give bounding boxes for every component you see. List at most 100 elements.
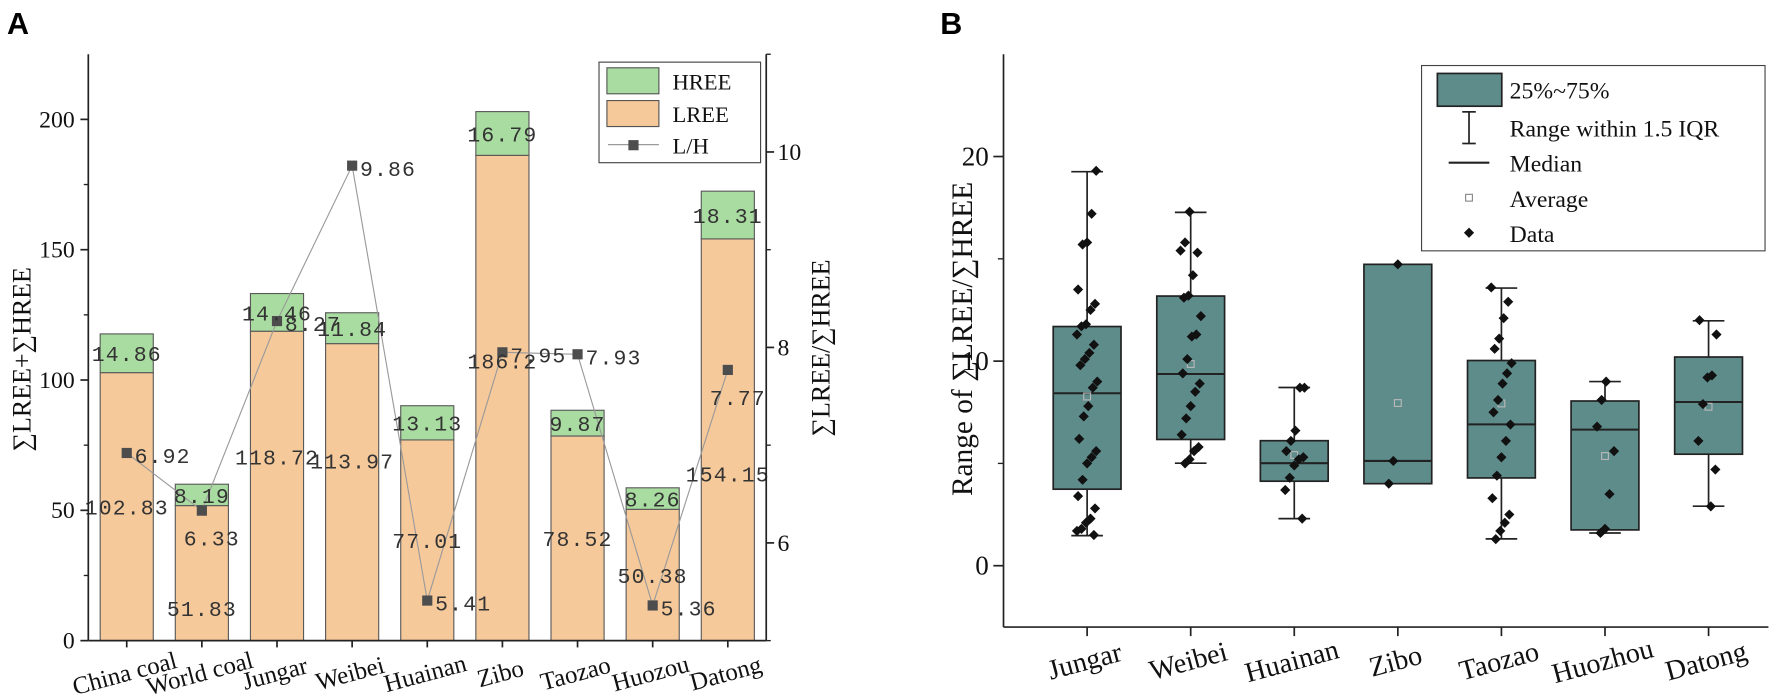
data-point (1591, 421, 1603, 432)
data-point (1083, 401, 1094, 412)
data-point (1188, 446, 1200, 457)
legend-b-iqr-swatch (1436, 72, 1503, 108)
legend-b-median-label: Median (1510, 152, 1583, 178)
lh-marker-weibei (347, 160, 358, 171)
label-hree-jungar: 14.46 (242, 303, 312, 327)
label-lh-zibo: 7.95 (510, 345, 566, 369)
lh-marker-taozao (572, 349, 583, 360)
data-point (1490, 534, 1501, 545)
bar-lree-world-coal (174, 504, 229, 642)
bar-hree-huozou (625, 487, 680, 510)
label-hree-datong: 18.31 (693, 206, 763, 230)
label-lree-weibei: 113.97 (310, 451, 394, 475)
data-point (1293, 454, 1304, 465)
data-point (1599, 523, 1611, 534)
data-point (1190, 386, 1201, 397)
data-point (1499, 517, 1510, 528)
data-point (1082, 458, 1093, 469)
lh-marker-world-coal (196, 505, 207, 516)
mean-marker (1290, 451, 1299, 459)
bar-lree-china-coal (99, 372, 154, 642)
data-point (1087, 382, 1098, 393)
iqr-box (1673, 356, 1744, 456)
data-point (1176, 429, 1187, 440)
legend-b-average-marker (1465, 193, 1473, 202)
bar-lree-taozao (550, 435, 605, 642)
panel-a-data-labels: 14.86 102.83 8.19 51.83 14.46 118.72 11.84 113.… (85, 124, 770, 623)
legend-a-lh-label: L/H (672, 134, 708, 159)
y-tick-label-b: 20 (962, 142, 989, 172)
data-point (1088, 529, 1099, 541)
box-group-zibo (1363, 259, 1433, 489)
bar-hree-datong (700, 190, 755, 240)
label-hree-world-coal: 8.19 (174, 486, 230, 510)
bar-hree-huainan (400, 405, 455, 441)
data-point (1077, 239, 1088, 250)
y-tick-label-a: 200 (39, 107, 75, 133)
box-group-datong (1673, 315, 1744, 512)
bar-lree-jungar (249, 330, 305, 642)
data-point (1702, 372, 1713, 383)
data-point (1177, 368, 1188, 379)
data-point (1604, 489, 1615, 500)
legend-a-lree-swatch (606, 99, 660, 128)
bar-lree-zibo (475, 154, 530, 642)
label-lh-datong: 7.77 (710, 388, 766, 412)
data-point (1486, 282, 1497, 293)
data-point (1503, 296, 1514, 307)
box-group-huainan (1259, 382, 1330, 524)
bar-hree-zibo (475, 111, 530, 156)
legend-a-hree-label: HREE (672, 69, 731, 94)
data-point (1192, 247, 1203, 258)
data-point (1297, 513, 1308, 524)
y-tick-label-b: 0 (975, 551, 989, 581)
panel-label-a: A (7, 7, 29, 41)
bar-lree-weibei (325, 343, 380, 642)
bar-lree-huozou (625, 508, 680, 642)
data-point (1504, 509, 1515, 520)
y2-tick-label-a: 6 (778, 531, 790, 557)
iqr-box (1155, 295, 1226, 441)
label-lh-world-coal: 6.33 (184, 529, 240, 553)
label-hree-taozao: 9.87 (550, 414, 606, 438)
data-point (1497, 378, 1508, 389)
mean-marker (1601, 452, 1609, 460)
data-point (1175, 245, 1186, 256)
y-tick-label-b: 10 (962, 346, 989, 376)
data-point (1084, 347, 1095, 359)
y2-tick-label-a: 8 (778, 335, 790, 361)
data-point (1181, 413, 1192, 424)
data-point (1280, 484, 1291, 496)
y-axis-label-b: Range of ∑LREE/∑HREE (947, 182, 979, 496)
data-point (1289, 460, 1300, 471)
data-point (1186, 331, 1197, 342)
data-point (1078, 411, 1089, 422)
data-point (1693, 435, 1704, 446)
data-point (1596, 394, 1607, 406)
data-point (1089, 298, 1101, 309)
data-point (1491, 470, 1502, 481)
bar-lree-datong (700, 238, 755, 642)
data-point (1092, 376, 1103, 387)
label-lree-china-coal: 102.83 (85, 498, 169, 522)
data-point (1595, 527, 1606, 539)
label-lree-datong: 154.15 (686, 465, 770, 489)
mean-marker (1083, 392, 1092, 401)
data-point (1074, 433, 1085, 444)
data-point (1185, 401, 1196, 412)
mean-marker (1393, 399, 1402, 408)
box-group-jungar (1052, 165, 1122, 541)
data-point (1091, 165, 1102, 176)
data-point (1496, 452, 1507, 463)
data-point (1488, 407, 1499, 418)
legend-b-average-label: Average (1510, 187, 1589, 213)
data-point (1086, 452, 1097, 463)
legend-b: 25%~75% Range within 1.5 IQR Median Aver… (1420, 64, 1766, 252)
label-lh-huozou: 5.36 (661, 599, 717, 623)
lh-marker-huozou (647, 600, 658, 611)
data-point (1495, 525, 1506, 537)
data-point (1500, 435, 1512, 446)
label-lh-taozao: 7.93 (585, 347, 641, 371)
data-point (1694, 315, 1705, 326)
